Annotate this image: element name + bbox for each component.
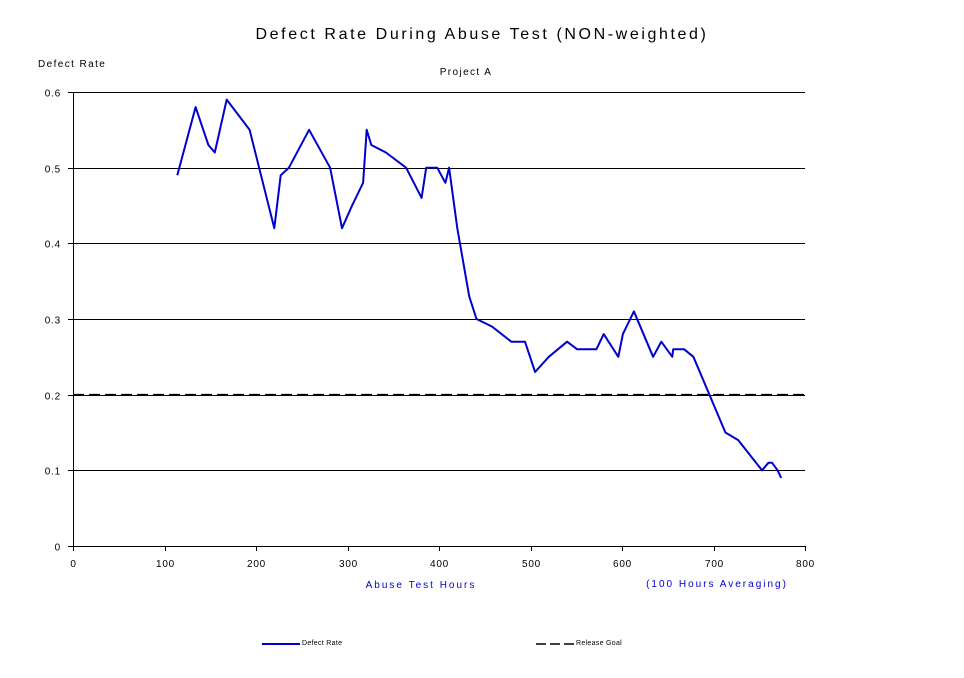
x-tick-label: 500 bbox=[522, 559, 541, 570]
y-tick-label: 0 bbox=[55, 543, 61, 554]
x-tick-label: 0 bbox=[70, 559, 76, 570]
x-tick-label: 600 bbox=[613, 559, 632, 570]
legend-label-defect-rate: Defect Rate bbox=[302, 640, 342, 647]
series-line-defect-rate bbox=[176, 98, 783, 479]
x-tick-label: 300 bbox=[339, 559, 358, 570]
x-tick-label: 400 bbox=[430, 559, 449, 570]
legend: Defect Rate Release Goal bbox=[262, 640, 622, 647]
x-axis-label: Abuse Test Hours bbox=[366, 580, 477, 591]
chart-subtitle: Project A bbox=[440, 67, 493, 78]
x-tick-label: 700 bbox=[705, 559, 724, 570]
y-tick-label: 0.2 bbox=[45, 392, 61, 403]
y-axis-label: Defect Rate bbox=[38, 59, 106, 70]
gridlines bbox=[73, 92, 805, 471]
x-tick-label: 100 bbox=[156, 559, 175, 570]
legend-label-release-goal: Release Goal bbox=[576, 640, 622, 647]
series-group bbox=[73, 98, 805, 479]
chart-title: Defect Rate During Abuse Test (NON-weigh… bbox=[256, 26, 709, 43]
x-ticks: 0 100 200 300 400 500 600 700 800 bbox=[70, 546, 815, 570]
y-tick-label: 0.5 bbox=[45, 165, 61, 176]
y-tick-label: 0.3 bbox=[45, 316, 61, 327]
y-ticks: 0 0.1 0.2 0.3 0.4 0.5 0.6 bbox=[45, 89, 73, 554]
x-tick-label: 200 bbox=[247, 559, 266, 570]
y-tick-label: 0.1 bbox=[45, 467, 61, 478]
y-tick-label: 0.4 bbox=[45, 240, 61, 251]
averaging-note: (100 Hours Averaging) bbox=[646, 579, 788, 590]
y-tick-label: 0.6 bbox=[45, 89, 61, 100]
x-tick-label: 800 bbox=[796, 559, 815, 570]
